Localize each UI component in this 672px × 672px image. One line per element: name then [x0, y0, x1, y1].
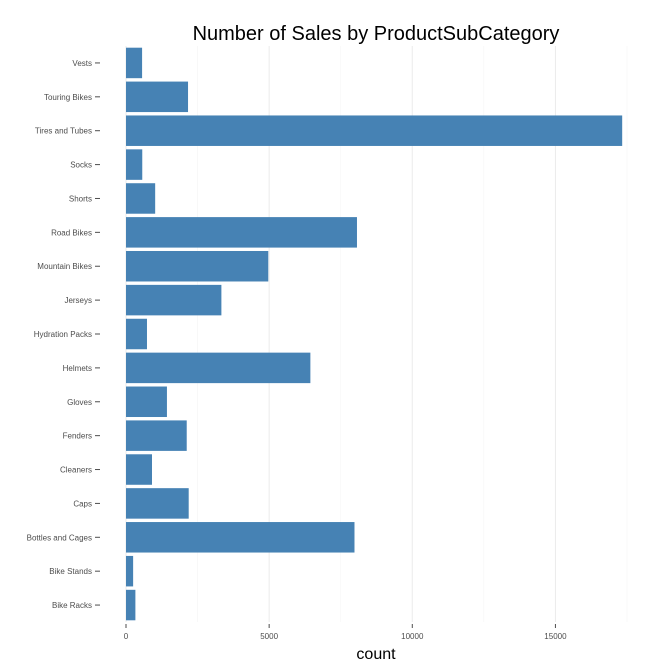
- bar: [126, 318, 147, 350]
- bar: [126, 488, 189, 519]
- y-tick-label: Bottles and Cages: [27, 533, 92, 542]
- bar: [126, 250, 269, 282]
- bar: [126, 386, 167, 418]
- bar: [126, 589, 136, 621]
- y-tick-label: Socks: [70, 161, 92, 170]
- y-tick-label: Gloves: [67, 398, 92, 407]
- x-tick-label: 15000: [544, 632, 567, 641]
- y-tick-label: Mountain Bikes: [37, 262, 92, 271]
- x-axis-title: count: [356, 646, 396, 663]
- y-tick-label: Jerseys: [64, 296, 92, 305]
- bar: [126, 420, 187, 451]
- bar: [126, 115, 623, 146]
- bar: [126, 47, 143, 79]
- bar: [126, 183, 156, 214]
- bars: [126, 47, 623, 621]
- bar: [126, 555, 134, 587]
- x-tick-label: 0: [124, 632, 129, 641]
- bar: [126, 217, 357, 248]
- x-tick-label: 5000: [260, 632, 278, 641]
- x-axis-ticks: 0 5000 10000 15000: [124, 624, 567, 641]
- bar: [126, 149, 143, 180]
- y-tick-label: Hydration Packs: [34, 330, 92, 339]
- bar: [126, 522, 355, 553]
- y-tick-label: Bike Stands: [49, 567, 92, 576]
- y-tick-label: Cleaners: [60, 466, 92, 475]
- y-tick-label: Tires and Tubes: [35, 127, 92, 136]
- bar: [126, 454, 152, 485]
- y-tick-label: Touring Bikes: [44, 93, 92, 102]
- y-tick-label: Bike Racks: [52, 601, 92, 610]
- y-tick-label: Fenders: [63, 432, 92, 441]
- y-tick-label: Caps: [73, 499, 92, 508]
- y-tick-label: Helmets: [63, 364, 92, 373]
- y-tick-label: Road Bikes: [51, 228, 92, 237]
- x-tick-label: 10000: [401, 632, 424, 641]
- y-tick-label: Vests: [72, 59, 92, 68]
- y-tick-label: Shorts: [69, 194, 92, 203]
- bar: [126, 81, 189, 113]
- bar: [126, 352, 311, 384]
- bar: [126, 284, 222, 316]
- chart-title: Number of Sales by ProductSubCategory: [193, 23, 560, 45]
- y-axis-ticks: Vests Touring Bikes Tires and Tubes Socks Sh…: [27, 59, 100, 610]
